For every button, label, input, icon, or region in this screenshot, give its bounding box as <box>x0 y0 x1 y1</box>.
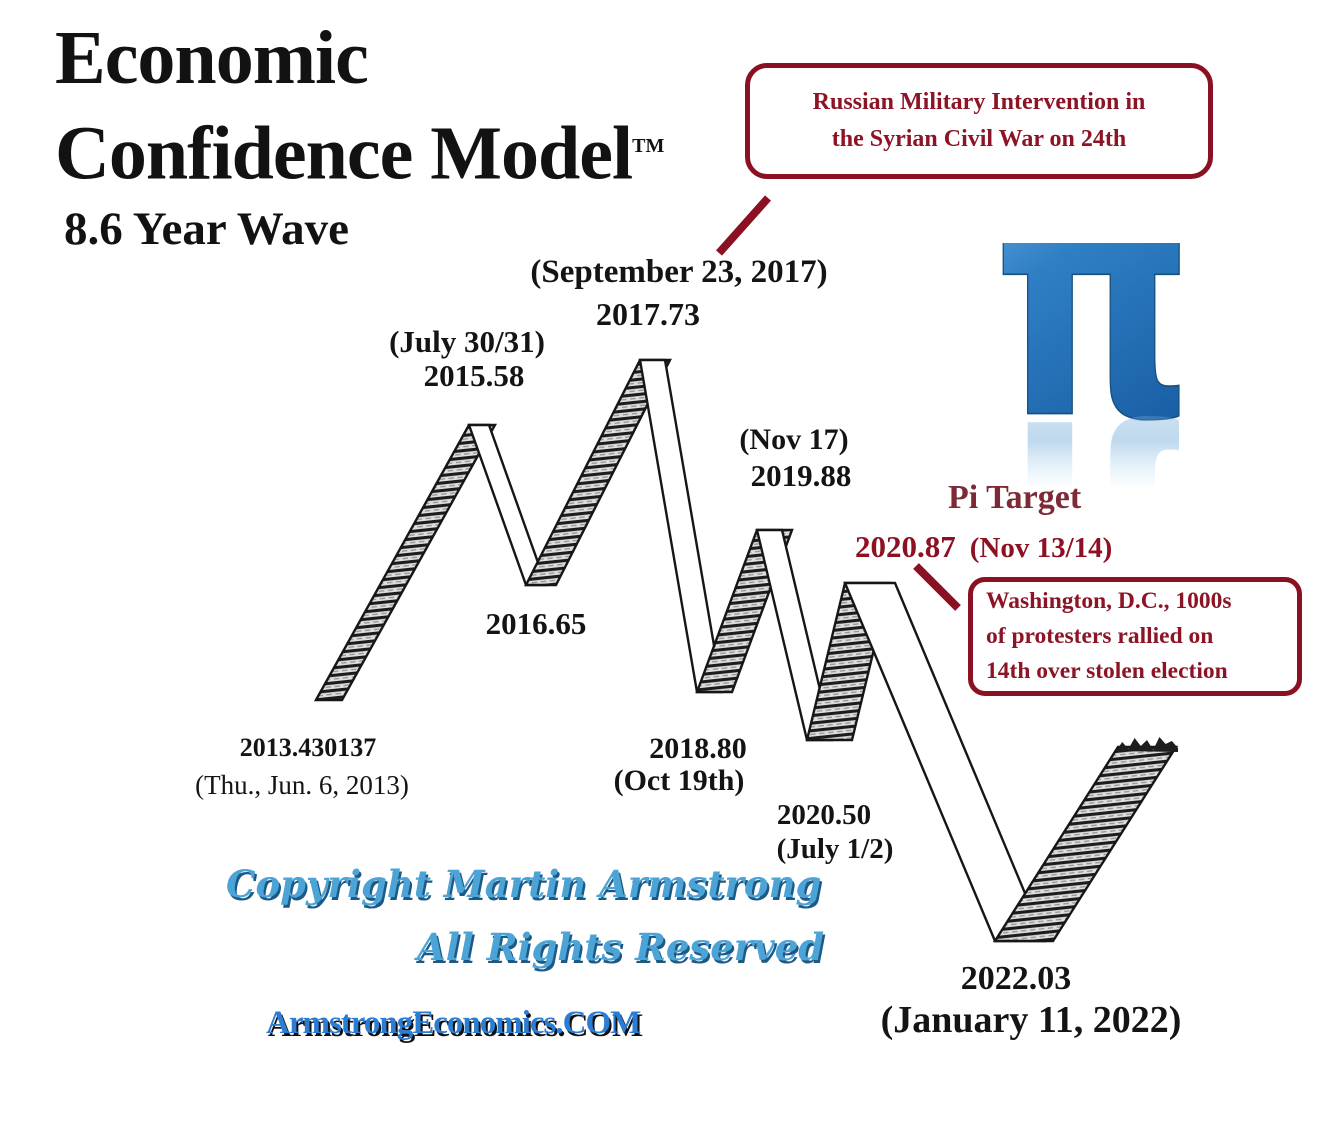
label-2020-87-value: 2020.87 <box>855 529 956 564</box>
wave-upslope <box>524 358 672 587</box>
label-2019-date: (Nov 17) <box>739 423 849 456</box>
label-2020-50-value: 2020.50 <box>776 799 872 831</box>
label-2017-date: (September 23, 2017) <box>530 254 828 290</box>
label-2020-50-date: (July 1/2) <box>776 833 894 865</box>
wave-upslope <box>992 745 1179 943</box>
pi-glyph: π <box>993 243 1195 492</box>
copyright-line-1: Copyright Martin Armstrong <box>226 862 822 906</box>
pi-reflection: π <box>993 344 1195 493</box>
label-2015-date: (July 30/31) <box>389 324 545 359</box>
label-2013-value: 2013.430137 <box>239 733 377 762</box>
pi-target-row: 2020.87 (Nov 13/14) <box>855 529 1112 565</box>
website-watermark: ArmstrongEconomics.COM <box>266 1005 641 1041</box>
wave-upslope <box>313 423 498 702</box>
washington-callout-line2: of protesters rallied on <box>986 623 1214 649</box>
washington-callout-box: Washington, D.C., 1000s of protesters ra… <box>968 577 1302 696</box>
label-2015-value: 2015.58 <box>423 358 525 393</box>
washington-callout-line1: Washington, D.C., 1000s <box>986 588 1232 614</box>
wave-jagged-top <box>1116 737 1178 752</box>
pi-symbol-icon: π π <box>992 243 1195 493</box>
russia-leader-line <box>716 195 771 256</box>
label-2016-value: 2016.65 <box>485 606 587 641</box>
wave-downslope <box>467 423 548 587</box>
annotation-leader-lines <box>716 195 961 611</box>
russia-callout-box: Russian Military Intervention in the Syr… <box>745 63 1213 179</box>
russia-callout-line2: the Syrian Civil War on 24th <box>831 126 1127 152</box>
label-2022-date: (January 11, 2022) <box>880 999 1182 1041</box>
title-line-1: Economic <box>55 16 369 100</box>
label-2022-value: 2022.03 <box>960 960 1072 997</box>
label-2018-value: 2018.80 <box>649 732 747 765</box>
title-line-2: Confidence Model <box>55 111 633 196</box>
label-2018-date: (Oct 19th) <box>613 764 745 797</box>
wave-downslope <box>638 358 724 694</box>
washington-callout-line3: 14th over stolen election <box>986 658 1228 684</box>
label-2013-date: (Thu., Jun. 6, 2013) <box>195 770 409 800</box>
label-2019-value: 2019.88 <box>750 458 852 493</box>
washington-leader-line <box>913 563 961 611</box>
label-2020-87-date: (Nov 13/14) <box>969 532 1113 564</box>
trademark-mark: TM <box>632 135 665 157</box>
label-2017-value: 2017.73 <box>596 296 700 332</box>
wave-ribbon-segments <box>313 358 1179 943</box>
subtitle-86-year-wave: 8.6 Year Wave <box>64 203 350 255</box>
russia-callout-line1: Russian Military Intervention in <box>812 89 1146 115</box>
pi-target-label: Pi Target <box>948 479 1082 516</box>
page-title: Economic Confidence ModelTM <box>55 14 664 197</box>
copyright-line-2: All Rights Reserved <box>417 925 825 969</box>
